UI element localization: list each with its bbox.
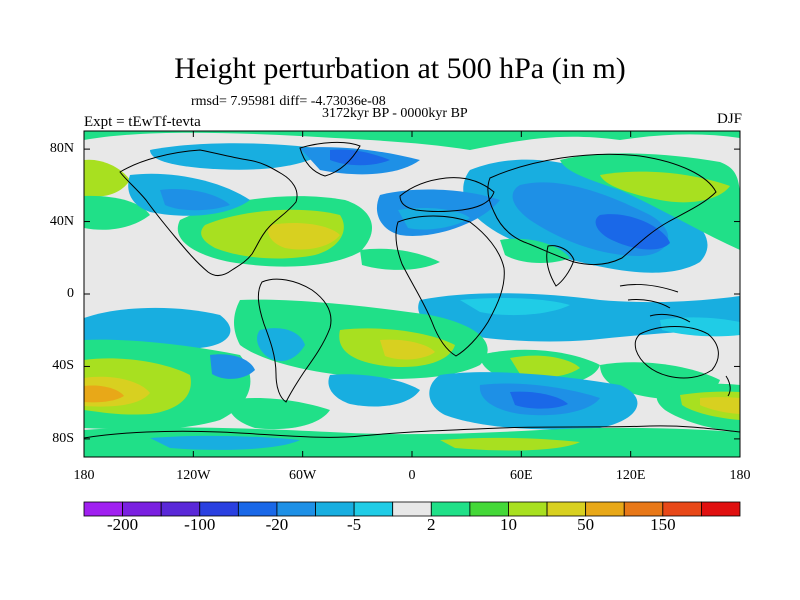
coastlines [84,141,740,439]
colorbar-swatch [160,501,201,517]
season-label: DJF [716,111,742,127]
colorbar-label: -200 [106,515,139,534]
colorbar [83,501,741,517]
se-asia-islands-outline [619,283,691,323]
europe-outline [399,177,495,212]
experiment-label: Expt = tEwTf-tevta [84,114,201,130]
colorbar-swatch [237,501,278,517]
colorbar-label: 150 [650,515,676,534]
colorbar-swatch [353,501,394,517]
colorbar-label: -5 [347,515,362,534]
colorbar-swatch [276,501,316,517]
colorbar-swatch [199,501,239,517]
period-label: 3172kyr BP - 0000kyr BP [322,106,468,121]
new-zealand-outline [725,375,731,397]
colorbar-swatch [122,501,162,517]
colorbar-swatch [315,501,355,517]
lat-tick-label: 80N [49,141,74,157]
colorbar-swatch [508,501,548,517]
colorbar-swatch [623,501,664,517]
colorbar-swatch [83,501,123,517]
lon-tick-label: 120E [615,468,646,483]
lon-tick-label: 180 [729,468,751,483]
colorbar-label: 2 [427,515,436,534]
africa-outline [395,215,505,357]
lat-tick-label: 0 [67,286,74,301]
axis-ticks [83,131,741,457]
lon-tick-label: 120W [176,468,211,483]
colorbar-label: -100 [184,515,216,534]
plot-title: Height perturbation at 500 hPa (in m) [174,52,626,85]
colorbar-swatch [701,501,741,517]
lat-tick-label: 40S [52,358,74,374]
south-america-outline [257,278,332,403]
india-outline [546,245,575,287]
antarctica-outline [84,425,740,439]
lat-tick-label: 80S [52,430,74,446]
greenland-outline [299,141,361,177]
colorbar-swatch [392,501,432,517]
colorbar-swatch [469,501,509,517]
lon-tick-label: 60E [510,468,533,483]
colorbar-label: 10 [499,515,517,534]
rmsd-label: rmsd= 7.95981 diff= -4.73036e-08 [191,94,386,109]
lon-tick-label: 0 [408,468,416,483]
lon-tick-label: 60W [289,468,317,483]
height-field [84,131,740,457]
asia-outline [487,153,717,266]
lat-tick-label: 40N [49,213,74,229]
north-america-outline [119,149,298,277]
colorbar-swatch [585,501,625,517]
colorbar-label: 50 [577,515,595,534]
colorbar-swatch [430,501,471,517]
colorbar-swatch [546,501,587,517]
lon-tick-label: 180 [73,468,95,483]
australia-outline [634,326,719,379]
colorbar-label: -20 [265,515,289,534]
colorbar-swatch [662,501,702,517]
